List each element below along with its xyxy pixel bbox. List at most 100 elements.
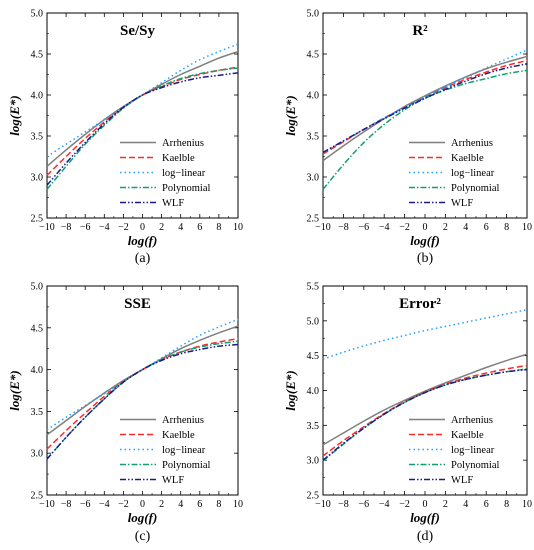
series-line-kaelble (322, 364, 528, 457)
series-line-arrhenius (322, 55, 528, 162)
x-tick-label: −6 (358, 499, 369, 510)
y-tick-label: 4.5 (31, 323, 44, 334)
panel-caption: (b) (417, 251, 434, 266)
series-line-kaelble (322, 59, 528, 155)
series-line-arrhenius (46, 50, 239, 167)
legend-label: Polynomial (162, 183, 211, 194)
x-tick-label: 4 (463, 499, 468, 510)
x-tick-label: 4 (178, 499, 183, 510)
x-tick-label: 10 (233, 499, 243, 510)
x-tick-label: 8 (216, 222, 221, 233)
legend-label: Arrhenius (162, 138, 204, 149)
x-tick-label: 0 (423, 499, 428, 510)
series-lines (322, 308, 528, 462)
legend-label: Polynomial (162, 460, 211, 471)
legend-label: Kaelble (451, 153, 484, 164)
chart-title: R² (412, 23, 428, 39)
x-tick-label: 0 (140, 222, 145, 233)
chart-panel-2: −10 −8 −6 −4 −2 0 2 4 6 8 10 2.5 3.0 3.5 4.0 4.5 5.0 log(… (283, 9, 532, 267)
legend-label: WLF (162, 475, 184, 486)
x-tick-label: 6 (484, 222, 489, 233)
y-tick-label: 5.0 (307, 9, 320, 20)
y-tick-label: 3.0 (307, 456, 320, 467)
x-axis-label: log(f) (410, 233, 440, 248)
x-tick-label: 2 (443, 499, 448, 510)
x-tick-label: −2 (118, 499, 129, 510)
y-tick-label: 2.5 (307, 491, 320, 502)
series-line-arrhenius (46, 325, 239, 436)
y-tick-label: 3.0 (31, 173, 44, 184)
y-tick-label: 3.0 (307, 173, 320, 184)
x-tick-label: 8 (504, 222, 509, 233)
y-tick-label: 2.5 (31, 491, 44, 502)
x-tick-label: 8 (504, 499, 509, 510)
y-tick-label: 5.5 (307, 282, 320, 293)
y-tick-label: 4.0 (307, 91, 320, 102)
legend-label: log−linear (162, 445, 206, 456)
legend-label: log−linear (451, 445, 495, 456)
legend: Arrhenius Kaelble log−linear Polynomial WLF (409, 415, 500, 486)
x-tick-label: −10 (315, 499, 331, 510)
chart-panel-1: −10 −8 −6 −4 −2 0 2 4 6 8 10 2.5 3.0 3.5 4.0 4.5 5.0 log(… (7, 9, 243, 267)
series-line-arrhenius (322, 353, 528, 446)
x-tick-label: −2 (118, 222, 129, 233)
legend-label: Kaelble (451, 430, 484, 441)
x-tick-label: 10 (522, 222, 532, 233)
y-tick-label: 2.5 (307, 214, 320, 225)
y-axis-label: log(E*) (283, 95, 298, 135)
x-tick-label: −8 (338, 499, 349, 510)
series-line-log-linear (46, 43, 239, 158)
x-tick-label: −10 (39, 222, 55, 233)
y-tick-label: 3.5 (307, 132, 320, 143)
x-tick-label: 4 (463, 222, 468, 233)
x-tick-label: −10 (315, 222, 331, 233)
series-line-polynomial (322, 368, 528, 462)
x-tick-label: −4 (99, 222, 110, 233)
y-tick-label: 4.0 (307, 386, 320, 397)
series-line-polynomial (46, 67, 239, 190)
legend-label: WLF (451, 475, 473, 486)
panel-caption: (d) (417, 529, 434, 544)
legend-label: WLF (162, 198, 184, 209)
x-tick-label: −8 (338, 222, 349, 233)
x-tick-label: −4 (379, 499, 390, 510)
x-tick-label: −6 (80, 222, 91, 233)
x-tick-label: 2 (443, 222, 448, 233)
y-axis-label: log(E*) (283, 370, 298, 410)
legend-label: log−linear (162, 168, 206, 179)
x-tick-label: −4 (379, 222, 390, 233)
legend: Arrhenius Kaelble log−linear Polynomial WLF (120, 138, 211, 209)
legend-label: Arrhenius (451, 138, 493, 149)
y-tick-label: 2.5 (31, 214, 44, 225)
series-line-polynomial (46, 340, 239, 460)
chart-title: SSE (124, 296, 151, 312)
legend-label: Arrhenius (451, 415, 493, 426)
y-tick-label: 4.5 (31, 50, 44, 61)
chart-title: Error² (399, 296, 441, 312)
series-line-log-linear (322, 49, 528, 154)
x-tick-label: −8 (61, 222, 72, 233)
y-tick-label: 5.0 (31, 9, 44, 20)
y-tick-label: 3.0 (31, 449, 44, 460)
x-tick-label: −2 (399, 222, 410, 233)
legend-label: Polynomial (451, 460, 500, 471)
x-tick-label: −6 (80, 499, 91, 510)
y-tick-label: 3.5 (31, 132, 44, 143)
x-tick-label: −4 (99, 499, 110, 510)
series-lines (322, 49, 528, 190)
x-tick-label: 2 (159, 222, 164, 233)
x-tick-label: −8 (61, 499, 72, 510)
series-line-kaelble (46, 337, 239, 450)
y-tick-label: 5.0 (31, 282, 44, 293)
legend-label: Arrhenius (162, 415, 204, 426)
series-line-wlf (322, 368, 528, 461)
x-tick-label: −10 (39, 499, 55, 510)
x-tick-label: 0 (423, 222, 428, 233)
legend: Arrhenius Kaelble log−linear Polynomial WLF (120, 415, 211, 486)
x-tick-label: 6 (484, 499, 489, 510)
x-tick-label: 4 (178, 222, 183, 233)
x-tick-label: 10 (522, 499, 532, 510)
x-tick-label: 0 (140, 499, 145, 510)
series-line-wlf (46, 343, 239, 460)
